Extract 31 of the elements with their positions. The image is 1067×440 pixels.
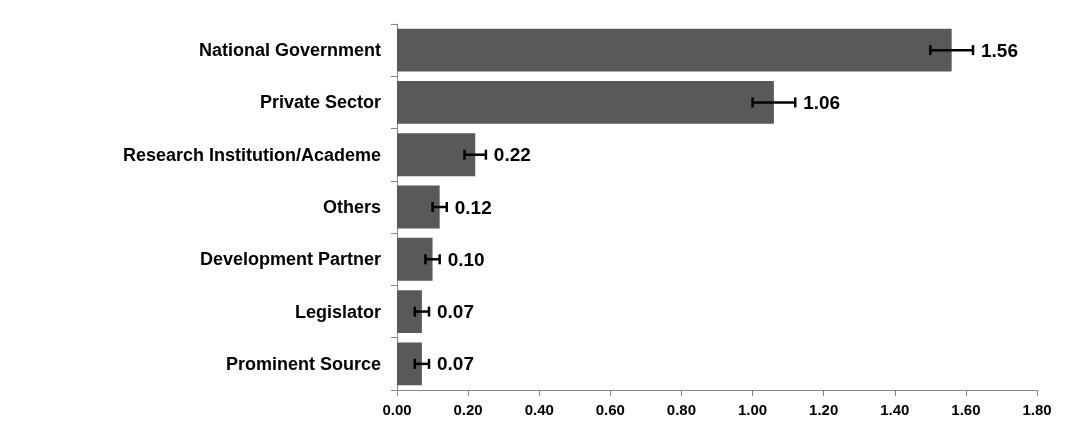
bar (397, 237, 433, 281)
y-tick-label: Private Sector (259, 92, 381, 113)
bar (397, 28, 952, 72)
bar (397, 290, 422, 334)
data-label: 0.07 (436, 301, 474, 323)
data-label: 0.22 (493, 144, 531, 166)
y-tick-label: National Government (198, 40, 381, 61)
x-tick-label: 0.60 (595, 401, 625, 418)
bar (397, 80, 774, 124)
bar (397, 133, 476, 177)
y-tick-label: Legislator (294, 301, 381, 322)
x-tick-label: 1.80 (1022, 401, 1052, 418)
x-tick-label: 1.60 (951, 401, 981, 418)
x-tick-label: 1.40 (880, 401, 910, 418)
y-tick-label: Prominent Source (225, 353, 381, 374)
bar (397, 185, 440, 229)
x-tick-label: 1.20 (809, 401, 839, 418)
x-tick-label: 1.00 (737, 401, 768, 418)
y-tick-label: Development Partner (199, 249, 381, 270)
x-tick-label: 0.00 (382, 401, 412, 418)
y-tick-label: Research Institution/Academe (122, 144, 381, 165)
x-tick-label: 0.80 (666, 401, 697, 418)
data-label: 0.10 (447, 248, 485, 270)
bar (397, 342, 422, 386)
data-label: 0.12 (454, 196, 492, 218)
data-label: 0.07 (436, 353, 474, 375)
data-label: 1.06 (803, 91, 841, 113)
data-label: 1.56 (980, 39, 1018, 61)
y-tick-label: Others (322, 197, 381, 217)
x-tick-label: 0.20 (453, 401, 483, 418)
x-tick-label: 0.40 (524, 401, 554, 418)
